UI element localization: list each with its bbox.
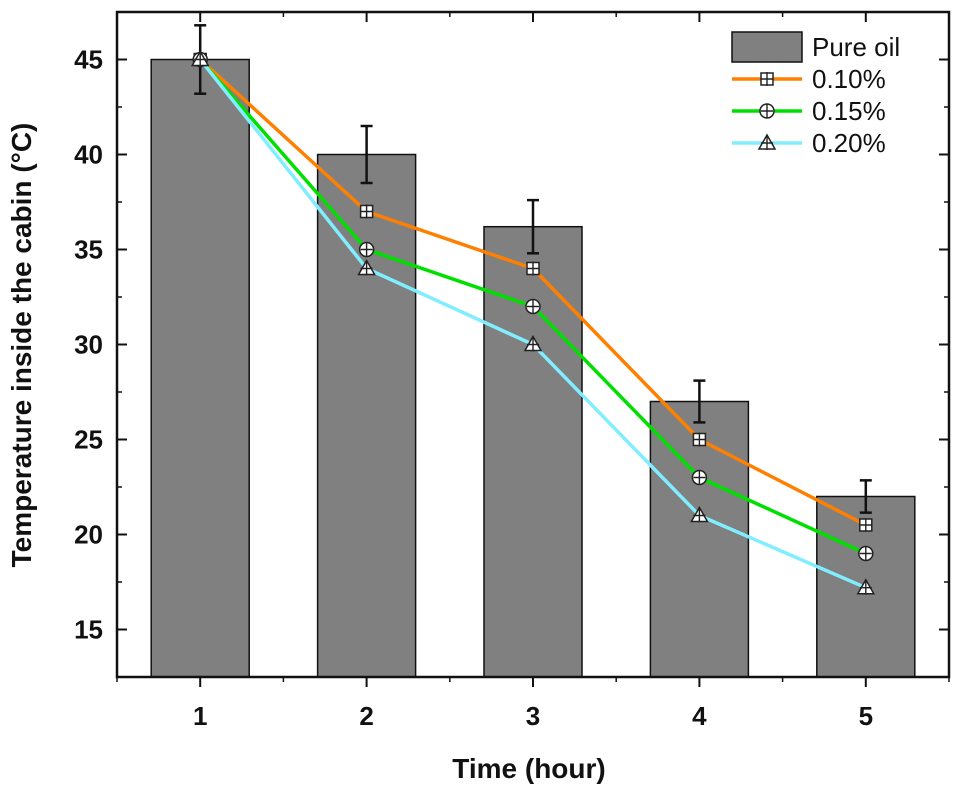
bars-layer [150,58,916,678]
marker-cross [194,52,207,67]
bar-2 [316,153,417,678]
bar-4 [649,400,750,678]
point-s2-x3 [523,334,543,352]
point-s1-x4 [691,469,708,486]
marker-cross [693,470,706,485]
y-tick-labels: 15 20 25 30 35 40 45 [74,45,103,645]
y-tick-label-20: 20 [74,520,103,550]
marker-cross [761,136,773,150]
legend-label-2: 0.20% [812,128,886,158]
point-s2-x2 [357,258,376,276]
legend-marker-0 [760,72,774,86]
y-axis-title: Temperature inside the cabin (°C) [6,123,37,568]
legend-marker-2 [757,133,777,150]
x-tick-label-5: 5 [859,701,873,731]
point-s2-x1 [190,49,210,67]
y-tick-label-25: 25 [74,425,103,455]
bar-1 [150,58,250,678]
marker-cross [761,104,773,118]
point-s0-x4 [692,432,707,447]
point-s0-x5 [859,518,873,532]
marker-cross [693,432,706,447]
x-axis-title: Time (hour) [452,753,605,784]
legend-marker-1 [759,103,775,119]
y-tick-label-15: 15 [74,615,103,645]
point-s1-x2 [358,241,375,258]
marker-cross [360,242,373,257]
point-s1-x5 [858,545,874,562]
markers-layer [190,49,876,595]
y-tick-label-35: 35 [74,235,103,265]
y-tick-label-45: 45 [74,45,103,75]
x-tick-label-3: 3 [526,701,540,731]
legend-swatch-pure-oil [731,31,803,63]
marker-cross [761,72,773,86]
point-s1-x3 [525,298,541,315]
point-s0-x3 [526,261,540,276]
legend-label-pure-oil: Pure oil [812,32,900,62]
x-tick-label-1: 1 [193,701,207,731]
ticks-layer [116,11,950,687]
y-tick-label-30: 30 [74,330,103,360]
x-tick-label-2: 2 [359,701,373,731]
point-s2-x5 [856,578,876,595]
marker-cross [693,508,706,523]
x-tick-label-4: 4 [692,701,707,731]
marker-cross [859,580,872,595]
marker-cross [360,261,373,276]
marker-cross [527,337,539,352]
marker-cross [360,204,373,219]
x-tick-labels: 1 2 3 4 5 [193,701,873,731]
marker-cross [527,299,539,314]
legend-label-0: 0.10% [812,64,886,94]
marker-cross [859,546,872,561]
y-tick-label-40: 40 [74,140,103,170]
point-s2-x4 [690,505,709,523]
marker-cross [527,261,539,276]
legend-label-1: 0.15% [812,96,886,126]
marker-cross [859,518,872,532]
point-s0-x2 [359,204,374,219]
